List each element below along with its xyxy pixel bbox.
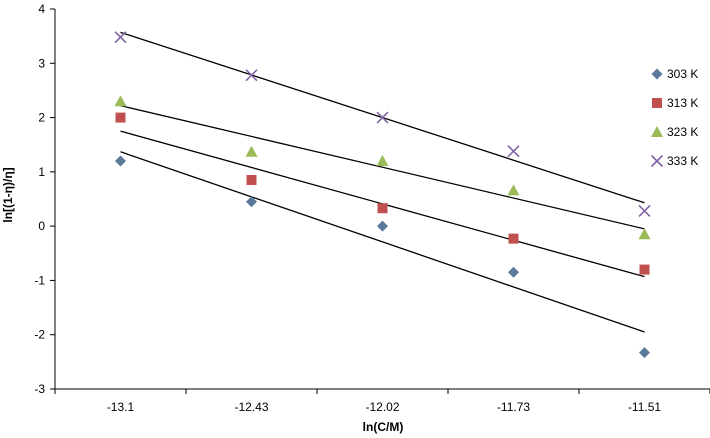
- data-point: [638, 204, 651, 218]
- data-point-stroke: [114, 31, 127, 44]
- data-point: [507, 184, 520, 196]
- data-point: [508, 233, 519, 244]
- data-point: [376, 155, 389, 166]
- legend-marker: [651, 68, 663, 80]
- legend-label: 303 K: [667, 67, 698, 81]
- x-tick-label: -12.43: [234, 400, 268, 414]
- plot-area: -3 -2 -1 0 1 2 3 4 -13.1 -12.43 -12.02 -11.73 -11.5…: [34, 2, 710, 414]
- data-point-stroke: [507, 145, 520, 158]
- markers: [114, 31, 651, 359]
- data-point: [115, 155, 126, 167]
- data-point-stroke: [376, 111, 389, 124]
- y-tick-label: -3: [34, 382, 45, 396]
- data-point: [376, 111, 389, 124]
- x-axis-title: ln(C/M): [363, 420, 404, 434]
- data-point: [507, 145, 520, 158]
- data-point: [377, 203, 388, 214]
- y-tick-label: 3: [38, 56, 45, 70]
- x-ticks: -13.1 -12.43 -12.02 -11.73 -11.51: [54, 389, 710, 414]
- legend-label: 333 K: [667, 154, 698, 168]
- x-tick-label: -12.02: [365, 400, 399, 414]
- y-tick-label: 0: [38, 219, 45, 233]
- data-point: [115, 112, 126, 123]
- trendline: [120, 151, 645, 333]
- legend-label: 313 K: [667, 96, 698, 110]
- legend-label: 323 K: [667, 125, 698, 139]
- y-tick-label: 4: [38, 2, 45, 16]
- y-tick-label: 1: [38, 165, 45, 179]
- y-tick-label: -1: [34, 273, 45, 287]
- fit-lines: [120, 31, 645, 333]
- legend-marker: [651, 126, 663, 137]
- data-point: [245, 69, 258, 82]
- data-point: [246, 175, 257, 185]
- x-tick-label: -13.1: [107, 400, 135, 414]
- data-point: [639, 347, 650, 359]
- x-tick-label: -11.51: [628, 400, 661, 414]
- y-ticks: -3 -2 -1 0 1 2 3 4: [34, 2, 55, 396]
- legend: 303 K 313 K 323 K 333 K: [650, 67, 698, 168]
- x-tick-label: -11.73: [497, 400, 530, 414]
- data-point: [245, 145, 258, 157]
- legend-marker: [652, 98, 662, 108]
- data-point: [508, 266, 519, 278]
- data-point-stroke: [638, 204, 651, 218]
- data-point: [114, 31, 127, 44]
- y-tick-label: 2: [38, 111, 45, 125]
- data-point-stroke: [245, 69, 258, 82]
- data-point: [114, 95, 127, 107]
- legend-marker: [650, 154, 664, 168]
- y-tick-label: -2: [34, 328, 45, 342]
- trendline: [120, 104, 645, 230]
- data-point: [377, 220, 388, 232]
- data-point: [639, 264, 650, 275]
- y-axis-title: ln[(1-η)/η]: [1, 167, 15, 222]
- data-point: [638, 228, 651, 240]
- data-point-stroke: [650, 154, 664, 168]
- data-point: [246, 196, 257, 208]
